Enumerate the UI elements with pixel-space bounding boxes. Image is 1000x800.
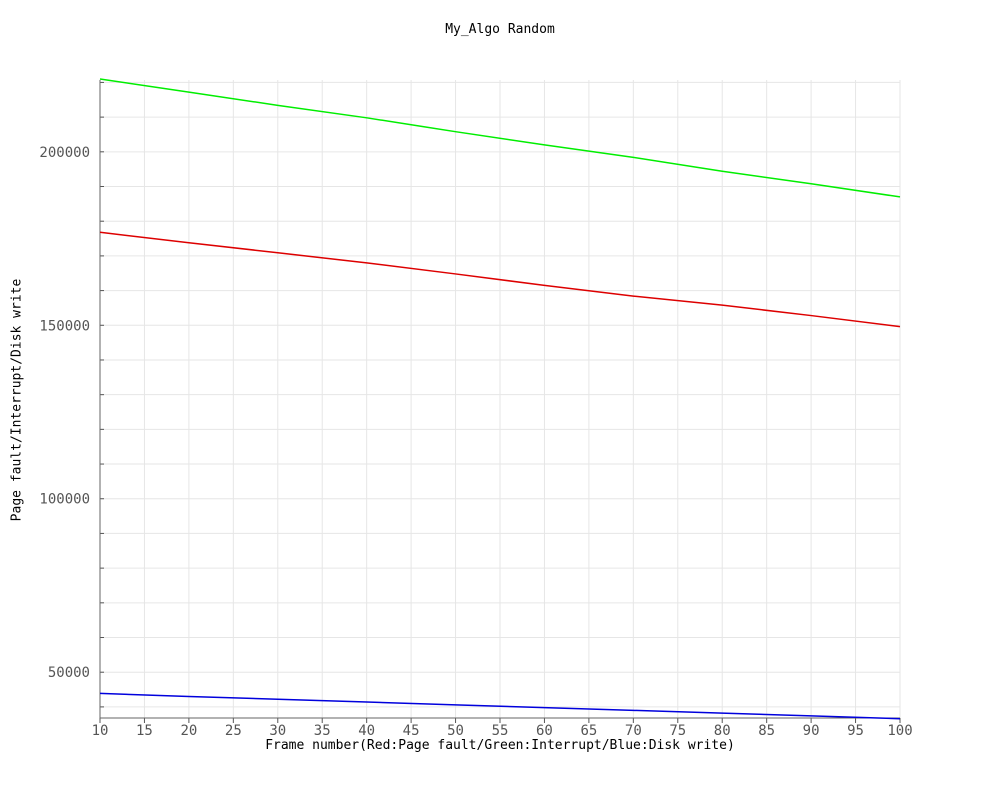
- series-line-3: [99, 692, 901, 720]
- x-tick-label: 60: [536, 723, 553, 739]
- x-tick-label: 35: [314, 723, 331, 739]
- series-line-1: [99, 231, 901, 328]
- x-tick-label: 90: [803, 723, 820, 739]
- x-tick-label: 55: [492, 723, 509, 739]
- x-axis-label: Frame number(Red:Page fault/Green:Interr…: [265, 738, 735, 753]
- x-tick-label: 10: [92, 723, 109, 739]
- x-tick-label: 30: [269, 723, 286, 739]
- x-tick-label: 15: [136, 723, 153, 739]
- y-tick-label: 50000: [48, 665, 90, 681]
- x-tick-label: 70: [625, 723, 642, 739]
- series-line-2: [99, 78, 901, 198]
- y-tick-label: 200000: [39, 145, 90, 161]
- x-tick-label: 80: [714, 723, 731, 739]
- y-tick-label: 150000: [39, 318, 90, 334]
- x-tick-label: 25: [225, 723, 242, 739]
- x-tick-label: 40: [358, 723, 375, 739]
- x-tick-label: 95: [847, 723, 864, 739]
- y-tick-label: 100000: [39, 492, 90, 508]
- x-tick-label: 75: [669, 723, 686, 739]
- x-tick-label: 50: [447, 723, 464, 739]
- x-tick-label: 65: [580, 723, 597, 739]
- x-tick-label: 45: [403, 723, 420, 739]
- x-tick-label: 85: [758, 723, 775, 739]
- x-tick-label: 20: [180, 723, 197, 739]
- chart-title: My_Algo Random: [445, 22, 555, 37]
- x-tick-label: 100: [887, 723, 912, 739]
